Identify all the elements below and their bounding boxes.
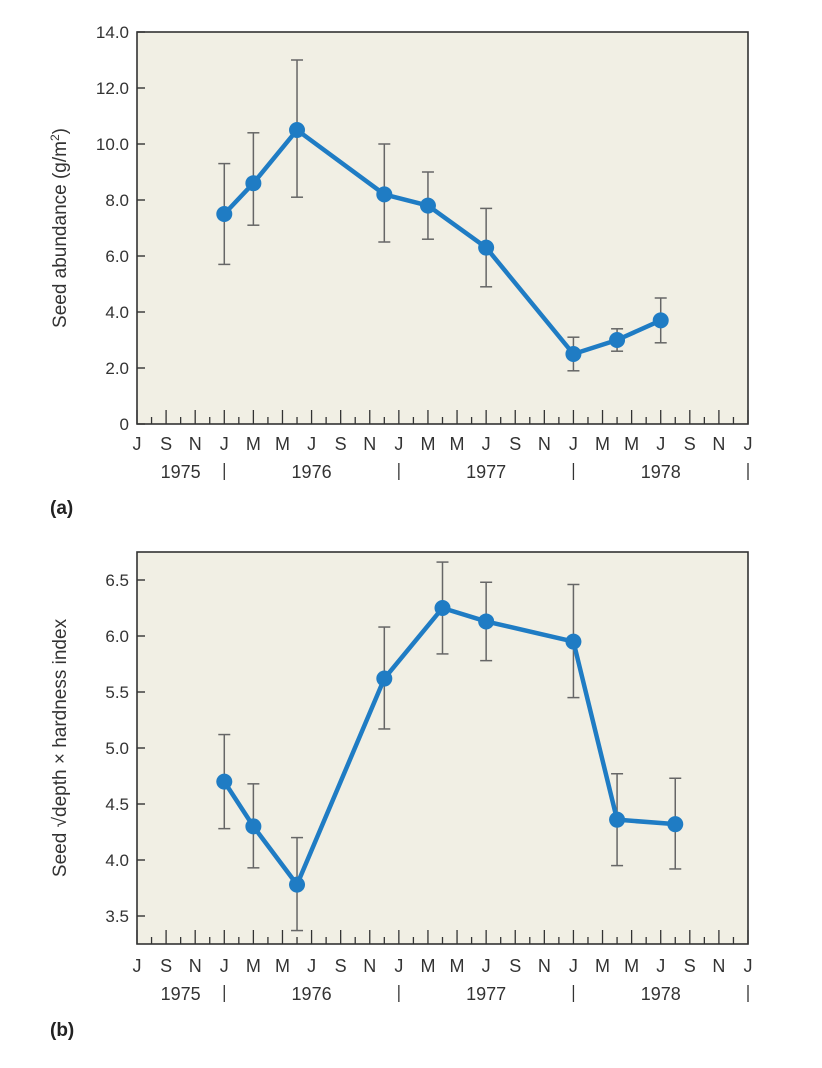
x-month-label: M [595,434,610,454]
data-point [565,346,582,362]
x-month-label: S [684,956,696,976]
x-month-label: J [394,956,403,976]
x-month-label: M [420,956,435,976]
x-month-label: S [335,434,347,454]
plot-area [136,31,749,425]
y-tick-label: 10.0 [96,135,129,154]
y-axis-label-superscript: 2 [48,134,62,141]
x-month-label: S [335,956,347,976]
x-month-label: M [624,434,639,454]
y-axis-label: Seed abundance (g/m2) [48,128,71,328]
panel-label: (a) [50,498,73,519]
data-point [245,818,262,835]
chart-panel-b: 3.54.04.55.05.56.06.5J S N J M M J S N J M M J S N J M M J… [50,551,753,1041]
x-month-label: N [712,956,725,976]
x-year-label: 1975 [161,984,201,1004]
data-point [216,206,233,222]
x-month-label: M [246,956,261,976]
x-year-label: 1975 [161,462,201,482]
x-month-label: J [744,956,753,976]
data-point [609,811,626,828]
x-month-label: N [189,434,202,454]
x-month-label: M [624,956,639,976]
y-axis-label-text: Seed abundance (g/m [50,141,71,328]
data-point [434,600,451,616]
x-month-label: S [160,434,172,454]
data-point [376,186,393,203]
x-month-label: J [744,434,753,454]
x-year-label: 1978 [641,984,681,1004]
x-month-label: J [307,434,316,454]
data-point [478,239,495,256]
x-month-label: S [160,956,172,976]
y-tick-label: 5.0 [105,739,129,758]
panel-label: (b) [50,1020,74,1041]
data-point [376,670,393,687]
x-month-label: N [189,956,202,976]
x-month-label: M [420,434,435,454]
y-tick-label: 3.5 [105,907,129,926]
x-year-label: 1976 [292,462,332,482]
y-tick-label: 0 [120,415,129,434]
y-tick-label: 6.5 [105,571,129,590]
data-point [245,175,262,192]
chart-panel-a: 02.04.06.08.010.012.014.0J S N J M M J S N J M M J S N… [48,23,753,519]
x-month-label: J [220,956,229,976]
y-tick-label: 4.0 [105,303,129,322]
x-month-label: J [220,434,229,454]
data-point [289,876,306,893]
y-tick-label: 4.5 [105,795,129,814]
y-tick-label: 2.0 [105,359,129,378]
y-tick-label: 6.0 [105,627,129,646]
x-month-label: N [538,434,551,454]
x-year-label: 1978 [641,462,681,482]
data-point [419,197,436,214]
y-tick-label: 12.0 [96,79,129,98]
x-month-label: S [509,434,521,454]
y-tick-label: 5.5 [105,683,129,702]
x-month-label: J [133,434,142,454]
y-axis-label-text: Seed √depth × hardness index [50,618,71,877]
x-month-label: J [569,956,578,976]
x-year-label: 1976 [292,984,332,1004]
x-month-label: N [538,956,551,976]
data-point [609,332,626,348]
data-point [216,773,233,790]
x-month-label: J [482,956,491,976]
x-month-label: J [656,434,665,454]
x-month-label: M [246,434,261,454]
y-tick-label: 6.0 [105,247,129,266]
x-month-label: J [569,434,578,454]
x-month-label: N [363,956,376,976]
x-month-label: J [394,434,403,454]
data-point [289,122,306,138]
x-year-label: 1977 [466,462,506,482]
x-month-label: M [450,956,465,976]
y-tick-label: 14.0 [96,23,129,42]
y-tick-label: 8.0 [105,191,129,210]
data-point [565,633,582,650]
x-month-label: N [363,434,376,454]
y-tick-label: 4.0 [105,851,129,870]
y-axis-label-close: ) [50,128,71,134]
x-month-label: M [275,434,290,454]
x-month-label: S [684,434,696,454]
data-point [478,613,495,630]
x-year-label: 1977 [466,984,506,1004]
x-month-label: J [133,956,142,976]
x-month-label: M [450,434,465,454]
x-month-label: M [595,956,610,976]
x-month-label: J [482,434,491,454]
x-month-label: M [275,956,290,976]
y-axis-label: Seed √depth × hardness index [50,618,71,877]
x-month-label: J [656,956,665,976]
data-point [652,312,669,329]
x-month-label: J [307,956,316,976]
x-month-label: S [509,956,521,976]
x-month-label: N [712,434,725,454]
data-point [667,816,684,833]
